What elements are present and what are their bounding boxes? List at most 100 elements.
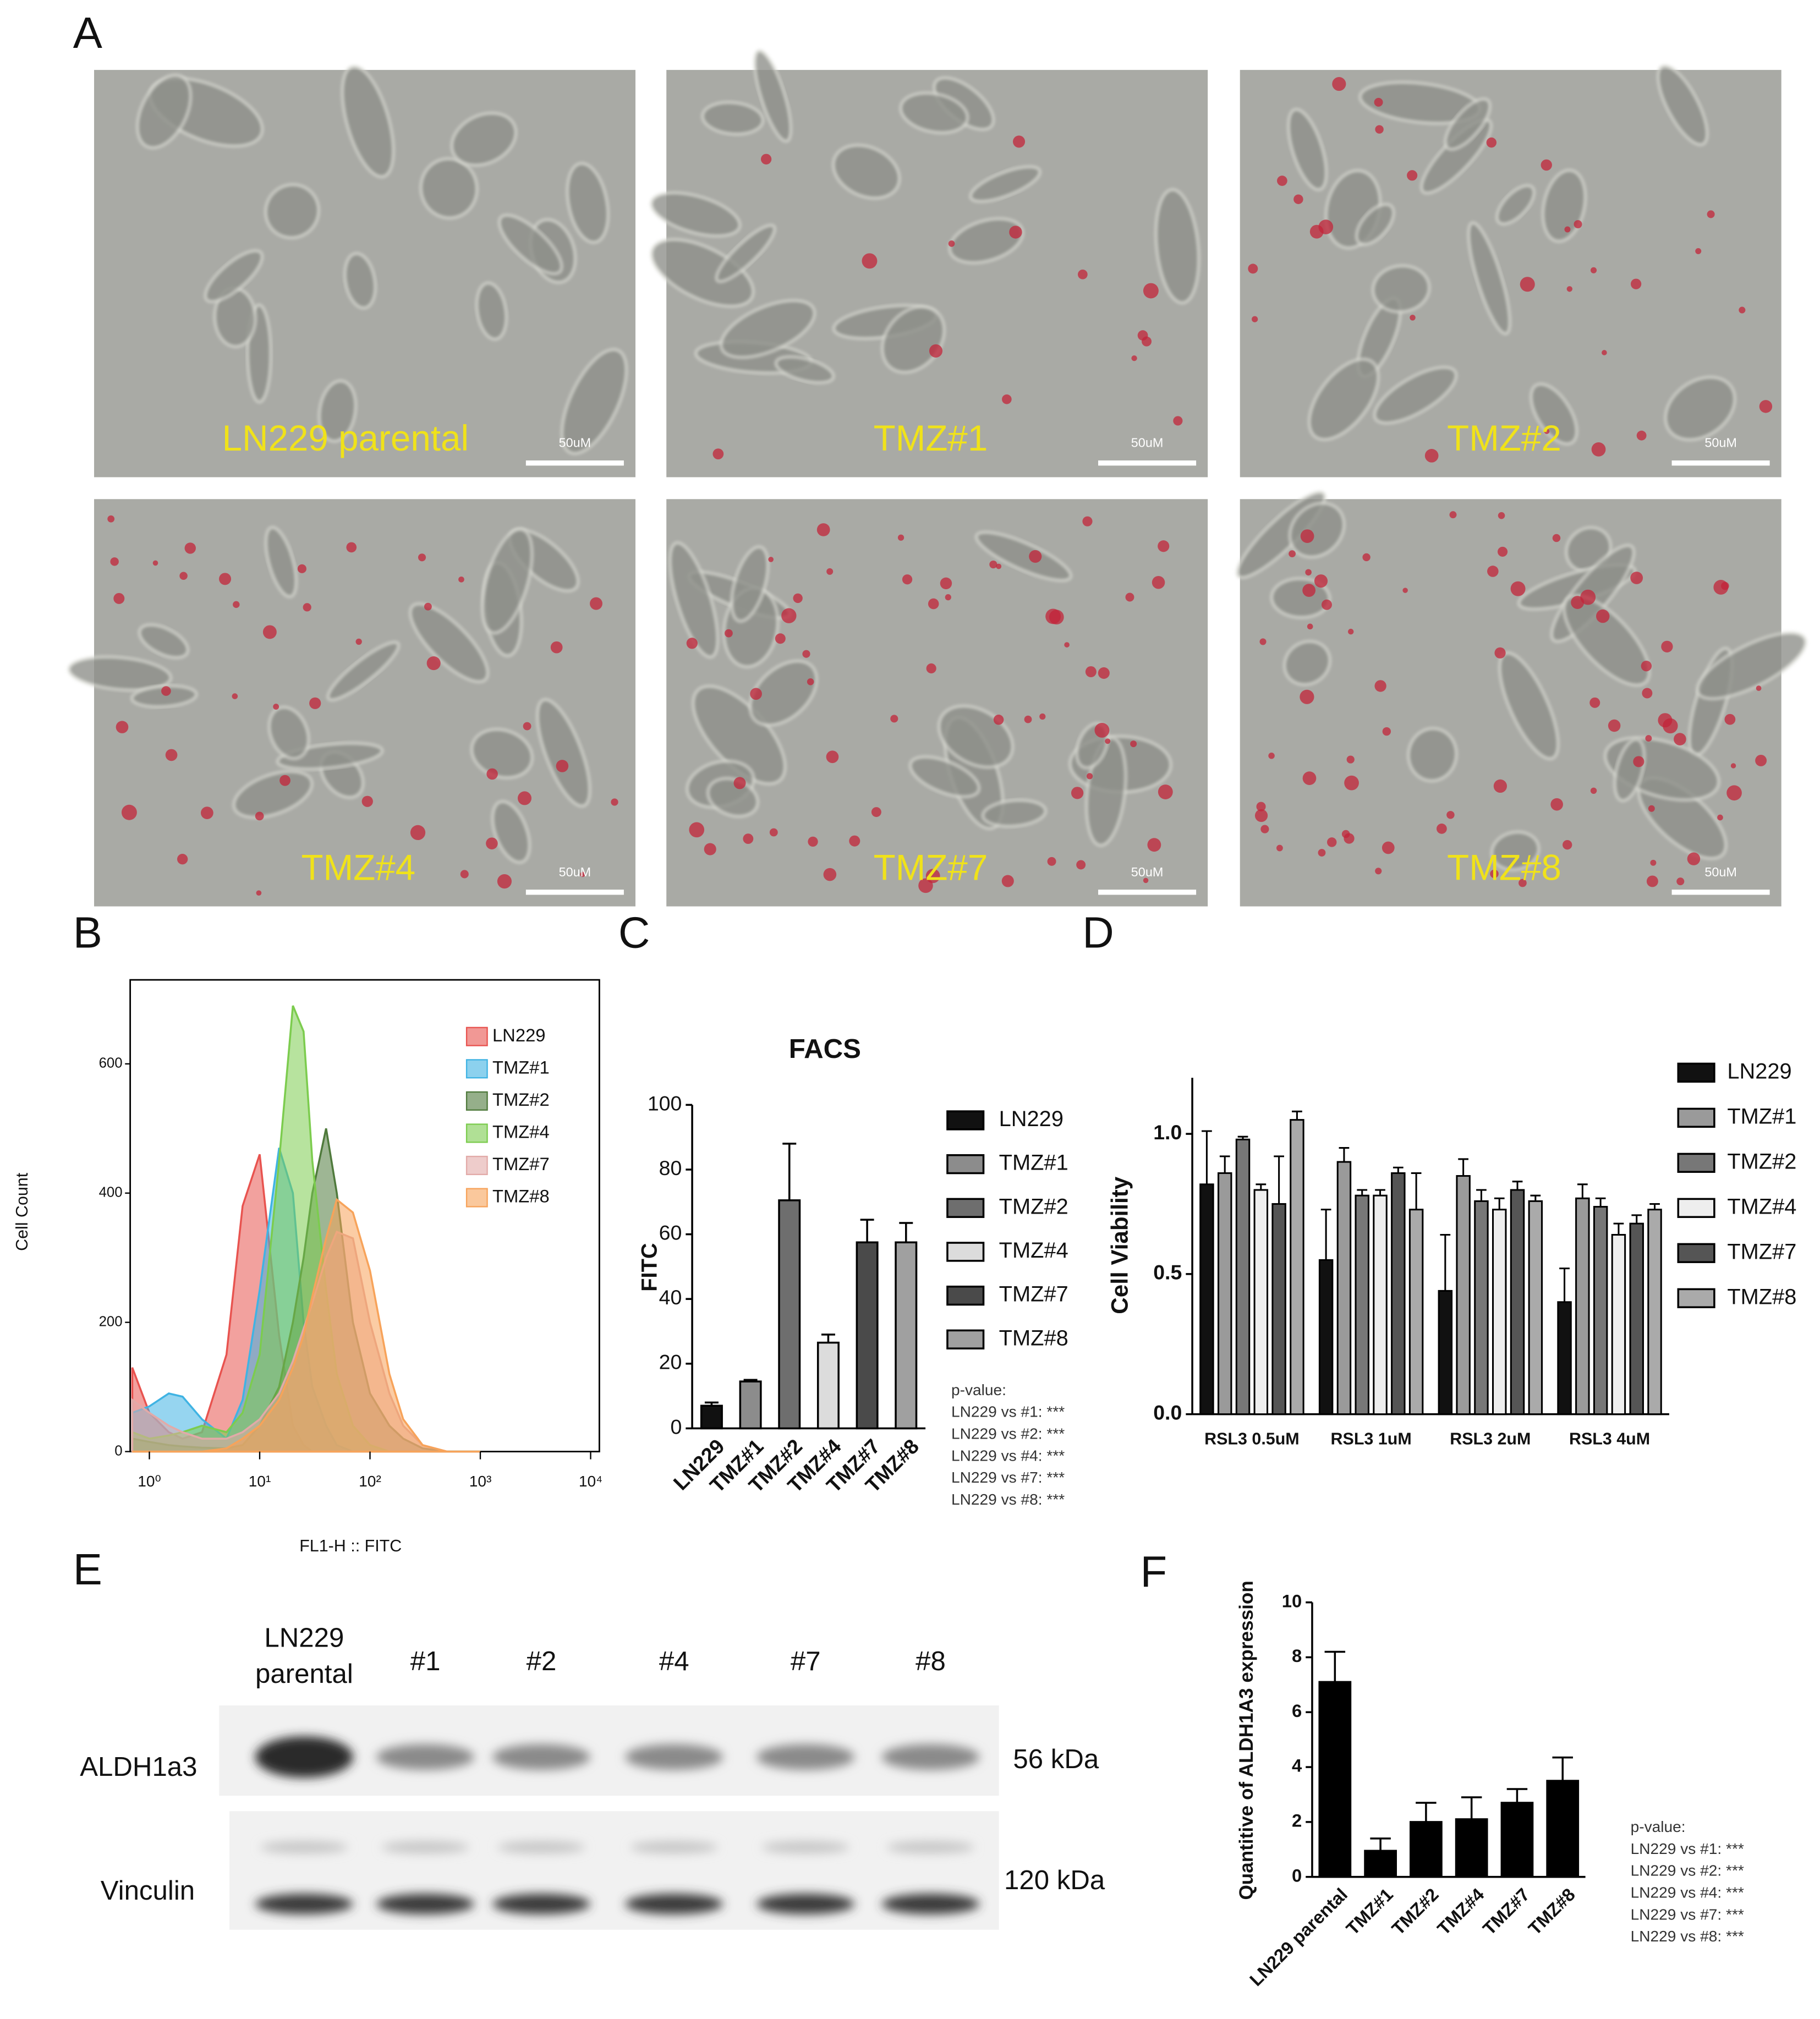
bar <box>1474 1200 1489 1416</box>
stain-dot <box>826 750 839 764</box>
stain-dot <box>1094 722 1110 738</box>
legend-swatch <box>946 1154 985 1175</box>
stain-dot <box>940 577 952 590</box>
stain-dot <box>1449 511 1457 519</box>
stain-dot <box>743 833 754 844</box>
stain-dot <box>1307 623 1313 630</box>
legend-swatch <box>1677 1062 1715 1083</box>
panel-label: C <box>618 908 650 957</box>
bar <box>1528 1200 1543 1416</box>
stain-dot <box>1143 877 1149 884</box>
stain-dot <box>689 822 705 838</box>
stain-dot <box>1580 589 1596 605</box>
cell <box>1371 264 1431 314</box>
stain-dot <box>486 837 498 849</box>
stain-dot <box>929 344 943 358</box>
stain-dot <box>849 835 860 847</box>
stain-dot <box>116 721 129 733</box>
micrograph-image <box>666 70 1208 478</box>
cell <box>1154 188 1200 305</box>
p-value-note: LN229 vs #4: *** <box>951 1447 1065 1464</box>
cell <box>701 101 765 136</box>
stain-dot <box>1248 264 1258 274</box>
stain-dot <box>1636 430 1647 441</box>
stain-dot <box>1661 640 1673 652</box>
error-bar <box>1219 1155 1230 1173</box>
scale-bar-label: 50uM <box>1131 436 1164 450</box>
stain-dot <box>1674 733 1686 745</box>
cell <box>343 252 377 310</box>
legend-swatch <box>946 1285 985 1306</box>
stain-dot <box>1300 689 1314 704</box>
cell <box>341 65 395 178</box>
bar <box>1557 1301 1572 1416</box>
stain-dot <box>110 557 119 566</box>
stain-dot <box>1695 248 1702 255</box>
stain-dot <box>121 804 137 820</box>
stain-dot <box>458 576 464 583</box>
x-tick-label: RSL3 0.5uM <box>1204 1430 1300 1449</box>
stain-dot <box>1086 773 1093 780</box>
stain-dot <box>1564 226 1571 233</box>
cell <box>267 706 310 760</box>
error-bar <box>1320 1209 1331 1260</box>
stain-dot <box>1755 754 1767 766</box>
blot-band <box>881 1894 980 1914</box>
bar <box>1373 1194 1388 1416</box>
cell <box>1530 382 1578 446</box>
stain-dot <box>184 542 196 554</box>
y-tick-label: 0 <box>114 1443 122 1458</box>
bar <box>1217 1172 1232 1416</box>
stain-dot <box>1648 805 1655 812</box>
bar <box>1500 1802 1534 1878</box>
error-bar <box>1416 1802 1437 1822</box>
stain-dot <box>1143 283 1159 299</box>
row-label: ALDH1a3 <box>80 1752 197 1782</box>
y-tick-label: 100 <box>648 1091 682 1115</box>
lane-label: #7 <box>791 1646 821 1676</box>
stain-dot <box>497 874 512 889</box>
error-bar <box>899 1222 913 1243</box>
stain-dot <box>1013 135 1026 148</box>
stain-dot <box>1332 77 1346 91</box>
stain-dot <box>1707 210 1715 218</box>
stain-dot <box>1009 226 1022 239</box>
x-tick-label: 10² <box>359 1473 381 1490</box>
scale-bar <box>1098 460 1197 466</box>
micrograph: TMZ#2 50uM <box>1240 64 1781 478</box>
stain-dot <box>948 240 955 247</box>
micrograph: LN229 parental 50uM <box>94 65 635 478</box>
error-bar <box>743 1379 758 1382</box>
x-tick-label: TMZ#2 <box>1388 1884 1443 1939</box>
stain-dot <box>1314 574 1328 588</box>
cell <box>1696 631 1807 700</box>
stain-dot <box>1497 546 1508 557</box>
stain-dot <box>775 633 786 644</box>
stain-dot <box>1277 175 1287 186</box>
legend-swatch <box>465 1027 488 1046</box>
stain-dot <box>1676 877 1685 886</box>
stain-dot <box>1029 550 1042 563</box>
cell <box>1444 97 1492 151</box>
stain-dot <box>297 564 306 573</box>
stain-dot <box>1687 852 1701 865</box>
bar <box>856 1241 879 1430</box>
legend-swatch <box>946 1242 985 1262</box>
bar <box>1391 1172 1406 1416</box>
legend-label: TMZ#2 <box>492 1089 550 1110</box>
stain-dot <box>1446 811 1455 819</box>
cell <box>650 191 742 238</box>
stain-dot <box>926 663 936 674</box>
cell <box>326 641 401 701</box>
bar <box>1575 1197 1590 1416</box>
size-label: 56 kDa <box>1013 1744 1099 1774</box>
legend-label: TMZ#2 <box>999 1194 1068 1219</box>
stain-dot <box>1252 316 1258 322</box>
cell <box>720 299 816 359</box>
stain-dot <box>733 777 746 789</box>
stain-dot <box>1260 825 1269 833</box>
stain-dot <box>769 828 778 837</box>
stain-dot <box>517 791 531 805</box>
cell <box>1664 376 1736 441</box>
stain-dot <box>1082 516 1093 526</box>
